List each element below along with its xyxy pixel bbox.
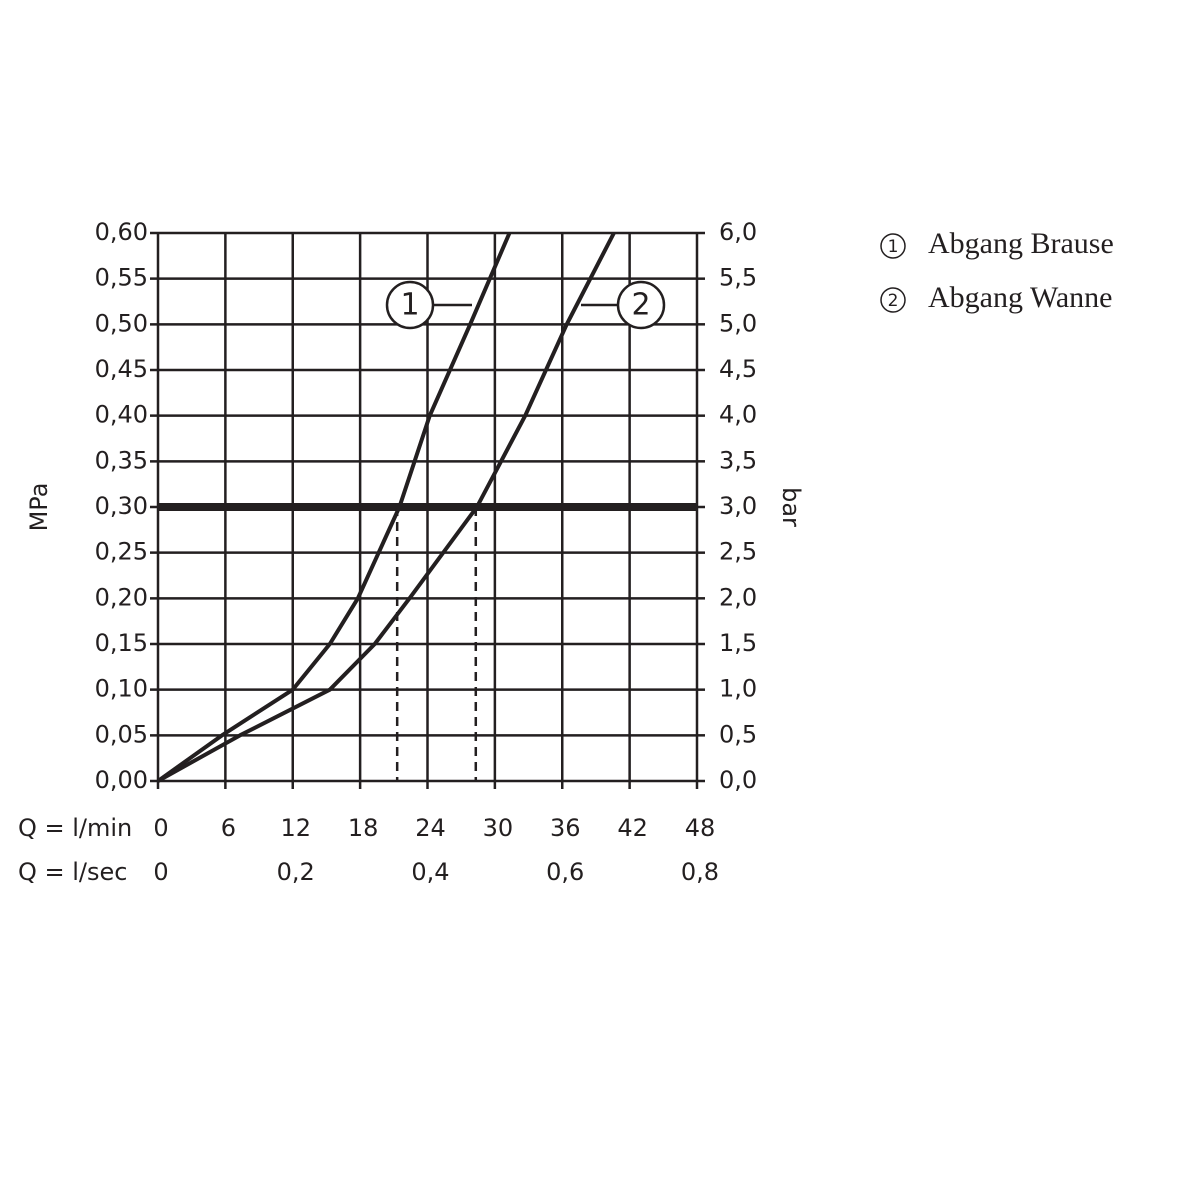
y2-tick-label: 2,5 bbox=[719, 538, 757, 566]
x-tick-label: 18 bbox=[348, 814, 379, 842]
y2-tick-label: 4,0 bbox=[719, 401, 757, 429]
x2-tick-label: 0,2 bbox=[277, 858, 315, 886]
x-tick-label: 48 bbox=[685, 814, 716, 842]
x-tick-label: 6 bbox=[221, 814, 236, 842]
y-tick-label: 0,05 bbox=[95, 720, 148, 748]
y2-tick-label: 0,5 bbox=[719, 720, 757, 748]
x2-tick-label: 0,6 bbox=[546, 858, 584, 886]
legend-symbol bbox=[880, 233, 906, 259]
callout-label: 2 bbox=[631, 288, 650, 323]
y-tick-label: 0,55 bbox=[95, 264, 148, 292]
y-tick-label: 0,45 bbox=[95, 355, 148, 383]
y2-tick-label: 3,0 bbox=[719, 492, 757, 520]
y-axis-label: MPa bbox=[25, 483, 53, 532]
x-tick-label: 24 bbox=[415, 814, 446, 842]
y-tick-label: 0,60 bbox=[95, 218, 148, 246]
y2-axis-label: bar bbox=[777, 487, 805, 527]
y2-tick-label: 2,0 bbox=[719, 583, 757, 611]
callout-circle bbox=[616, 280, 666, 330]
y-tick-label: 0,10 bbox=[95, 675, 148, 703]
legend-symbol-label: 2 bbox=[888, 291, 899, 311]
callout-circle bbox=[385, 280, 435, 330]
callout-label: 1 bbox=[400, 288, 419, 323]
curve bbox=[156, 232, 512, 783]
y2-tick-label: 4,5 bbox=[719, 355, 757, 383]
x-tick-label: 30 bbox=[483, 814, 514, 842]
y-tick-label: 0,35 bbox=[95, 446, 148, 474]
x2-tick-label: 0,8 bbox=[681, 858, 719, 886]
x2-axis-label: Q = l/sec bbox=[18, 858, 127, 886]
y2-tick-label: 5,0 bbox=[719, 309, 757, 337]
y-tick-label: 0,40 bbox=[95, 401, 148, 429]
x-tick-label: 12 bbox=[280, 814, 311, 842]
y2-tick-label: 1,5 bbox=[719, 629, 757, 657]
y-tick-label: 0,30 bbox=[95, 492, 148, 520]
x-axis-label: Q = l/min bbox=[18, 814, 132, 842]
y-tick-label: 0,00 bbox=[95, 766, 148, 794]
legend-symbol-label: 1 bbox=[888, 237, 899, 257]
x-tick-label: 36 bbox=[550, 814, 581, 842]
legend-label: Abgang Wanne bbox=[928, 281, 1112, 314]
x-tick-label: 0 bbox=[153, 814, 168, 842]
y2-tick-label: 5,5 bbox=[719, 264, 757, 292]
x-tick-label: 42 bbox=[617, 814, 648, 842]
y2-tick-label: 3,5 bbox=[719, 446, 757, 474]
x2-tick-label: 0,4 bbox=[411, 858, 449, 886]
y-tick-label: 0,15 bbox=[95, 629, 148, 657]
x2-tick-label: 0 bbox=[153, 858, 168, 886]
legend-symbol bbox=[880, 287, 906, 313]
y-tick-label: 0,20 bbox=[95, 583, 148, 611]
legend-label: Abgang Brause bbox=[928, 227, 1114, 260]
y2-tick-label: 0,0 bbox=[719, 766, 757, 794]
y-tick-label: 0,25 bbox=[95, 538, 148, 566]
y2-tick-label: 6,0 bbox=[719, 218, 757, 246]
y2-tick-label: 1,0 bbox=[719, 675, 757, 703]
curve bbox=[157, 232, 616, 783]
y-tick-label: 0,50 bbox=[95, 309, 148, 337]
